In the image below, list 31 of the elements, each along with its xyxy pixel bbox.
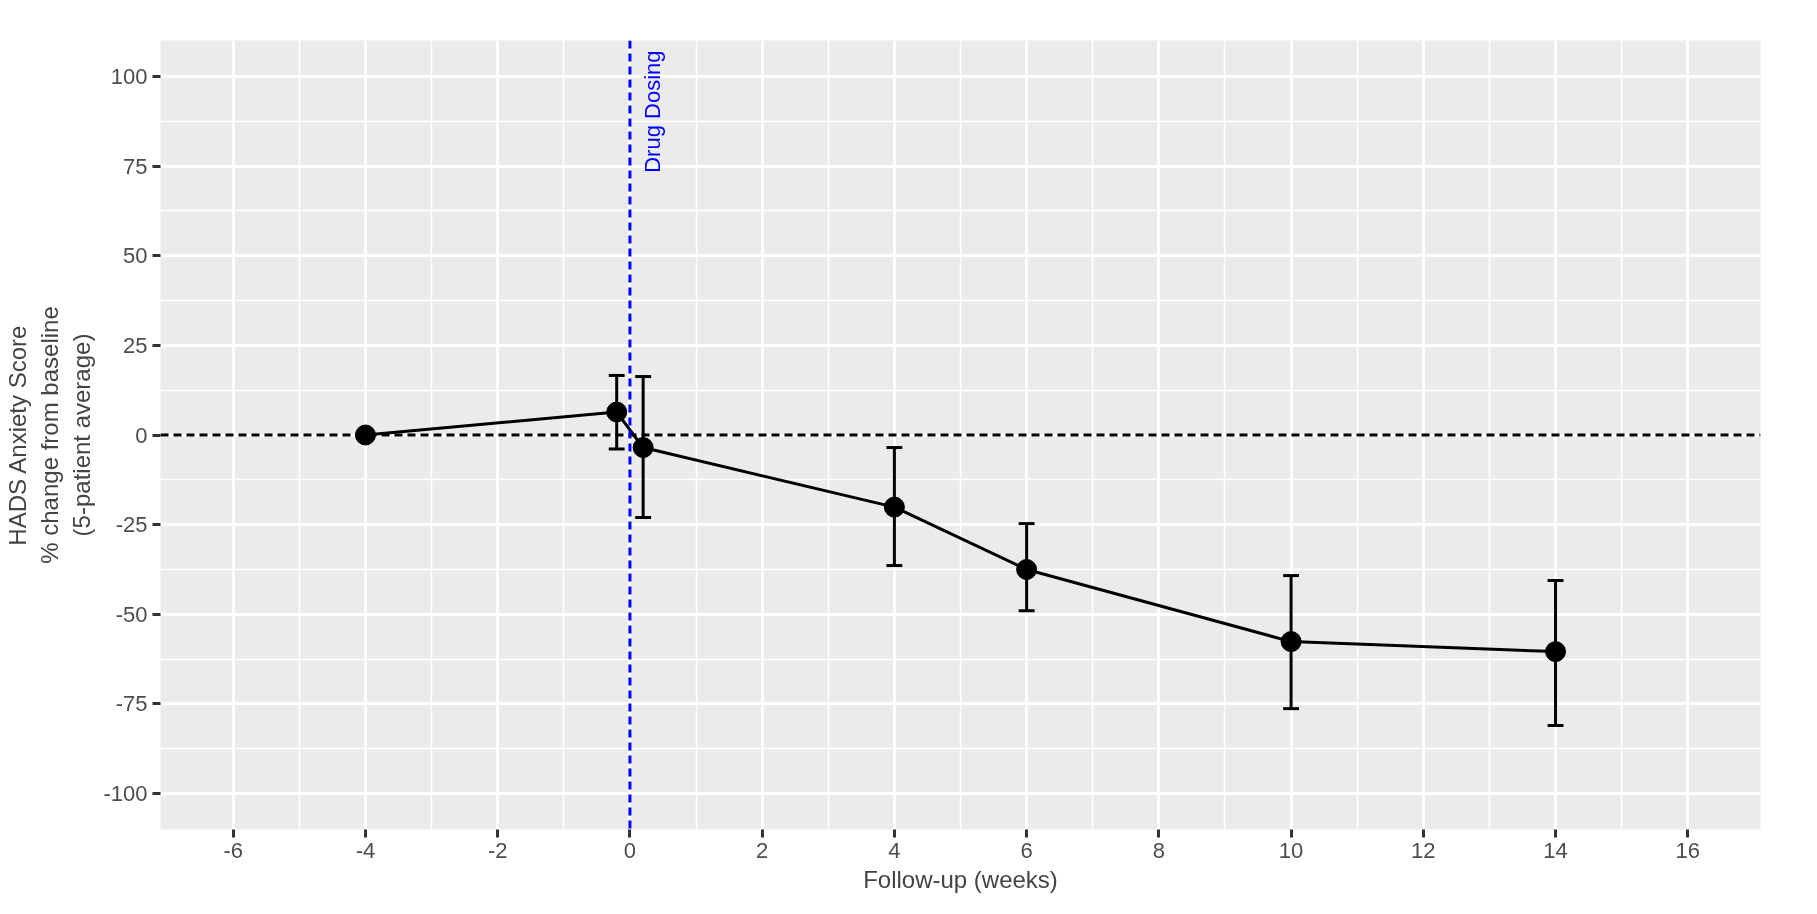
y-tick-label: 100 (110, 63, 148, 89)
x-tick-label: 10 (1278, 837, 1304, 863)
point (883, 496, 905, 518)
x-tick-label: 4 (888, 837, 901, 863)
point (1016, 559, 1038, 580)
ref-line-label: Drug Dosing (639, 50, 665, 173)
x-tick-label: -2 (487, 837, 508, 863)
x-tick-label: 8 (1152, 837, 1165, 863)
y-tick-label: -50 (115, 601, 148, 627)
point (1280, 631, 1302, 653)
x-axis-title: Follow-up (weeks) (863, 865, 1058, 893)
x-tick-label: 2 (756, 837, 769, 863)
y-tick-label: -75 (115, 691, 148, 717)
y-tick-label: -100 (103, 781, 148, 807)
x-tick-label: 12 (1411, 837, 1436, 863)
x-tick-label: 16 (1675, 837, 1701, 863)
x-tick-label: 14 (1543, 837, 1568, 863)
x-tick-label: -4 (355, 837, 376, 863)
x-tick-label: -6 (223, 837, 244, 863)
y-tick-label: 0 (135, 422, 148, 448)
y-tick-label: 25 (123, 332, 148, 358)
point (606, 401, 628, 423)
point (354, 424, 376, 446)
y-tick-label: 50 (123, 243, 148, 269)
x-tick-label: 6 (1020, 837, 1033, 863)
point (632, 437, 654, 459)
y-tick-label: 75 (123, 153, 148, 179)
x-tick-label: 0 (623, 837, 637, 863)
point (1545, 641, 1567, 663)
y-axis-title: HADS Anxiety Score % change from baseline (5-patient average) (3, 306, 96, 564)
y-tick-label: -25 (115, 512, 148, 538)
